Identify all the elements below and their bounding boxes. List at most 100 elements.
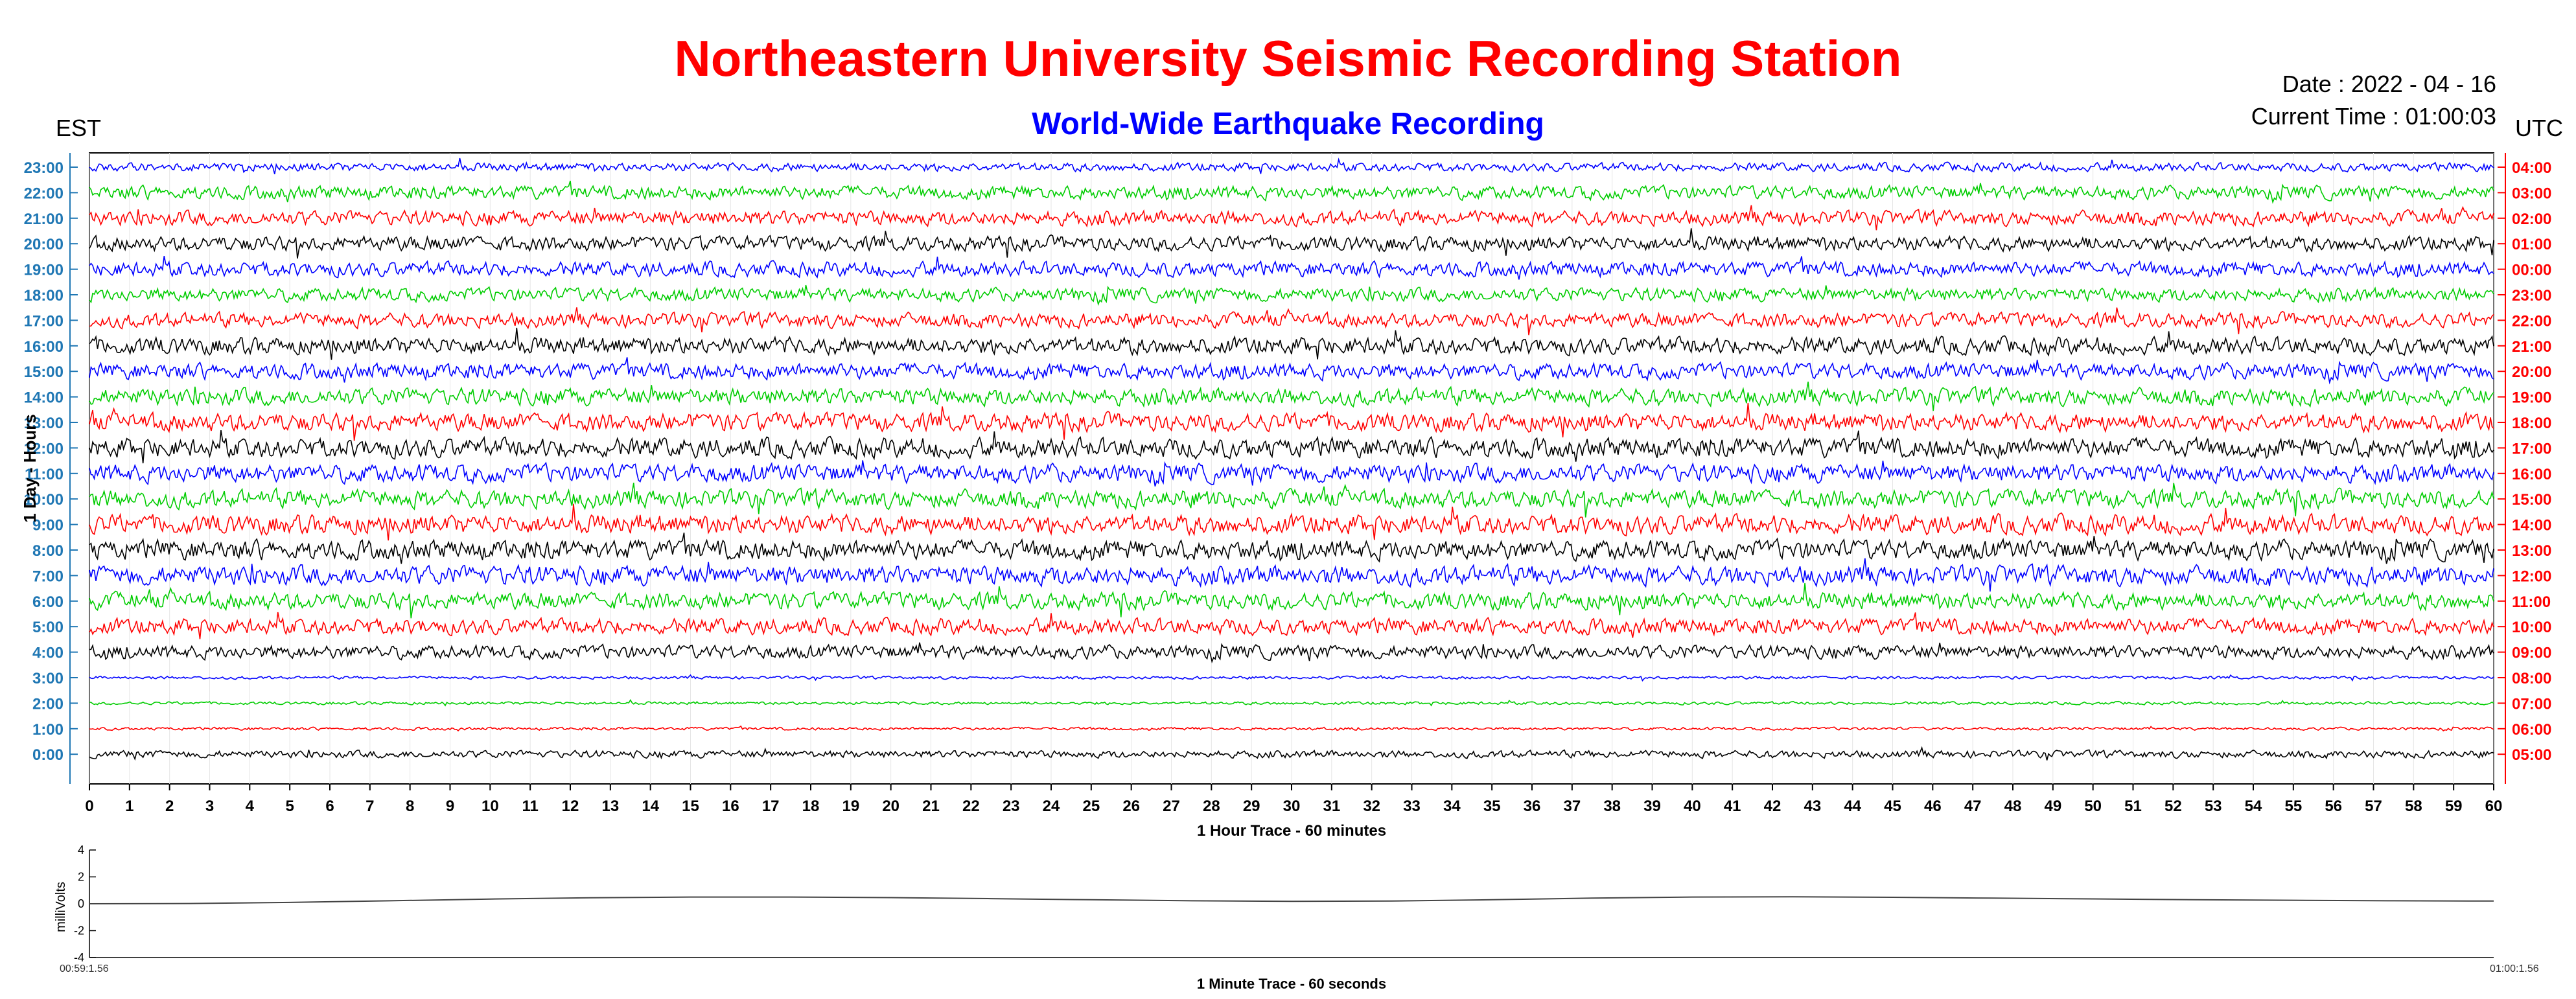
trace-hour-row — [89, 460, 2494, 487]
trace-hour-row — [89, 558, 2494, 592]
trace-hour-row — [89, 382, 2494, 411]
est-tick-label: 1:00 — [32, 721, 64, 739]
minute-trace-x-label: 1 Minute Trace - 60 seconds — [1197, 976, 1386, 992]
x-tick-label: 33 — [1403, 798, 1421, 815]
helicorder-x-axis: 0 1 2 3 4 5 6 7 8 9 10 11 12 13 14 15 16 17 18 19 20 21 22 23 24… — [85, 784, 2502, 815]
utc-tick-label: 21:00 — [2512, 338, 2551, 356]
est-tick-label: 0:00 — [32, 746, 64, 764]
x-tick-label: 52 — [2164, 798, 2182, 815]
est-tick-label: 5:00 — [32, 619, 64, 636]
trace-hour-row — [89, 180, 2494, 204]
x-tick-label: 49 — [2044, 798, 2061, 815]
trace-hour-row — [89, 746, 2494, 761]
x-tick-label: 10 — [482, 798, 499, 815]
est-tick-label: 8:00 — [32, 542, 64, 560]
utc-tick-label: 16:00 — [2512, 466, 2551, 483]
est-hour-axis: 23:00 22:00 21:00 20:00 19:00 18:00 17:00 16:00… — [24, 153, 78, 784]
utc-tick-label: 13:00 — [2512, 542, 2551, 560]
x-tick-label: 6 — [325, 798, 334, 815]
utc-tick-label: 23:00 — [2512, 287, 2551, 304]
x-tick-label: 2 — [165, 798, 174, 815]
utc-tick-label: 10:00 — [2512, 619, 2551, 636]
x-tick-label: 41 — [1724, 798, 1741, 815]
trace-hour-row — [89, 327, 2494, 360]
est-tick-label: 7:00 — [32, 568, 64, 585]
trace-hour-row — [89, 357, 2494, 385]
trace-hour-row — [89, 157, 2494, 174]
trace-hour-row — [89, 307, 2494, 336]
est-tick-label: 22:00 — [24, 185, 64, 202]
x-tick-label: 3 — [205, 798, 214, 815]
x-tick-label: 20 — [882, 798, 899, 815]
x-tick-label: 15 — [682, 798, 699, 815]
trace-hour-row — [89, 503, 2494, 541]
minute-trace-y-label: milliVolts — [54, 882, 68, 932]
x-tick-label: 16 — [722, 798, 739, 815]
x-tick-label: 0 — [85, 798, 93, 815]
chart-subtitle: World-Wide Earthquake Recording — [1032, 107, 1544, 141]
utc-tick-label: 01:00 — [2512, 236, 2551, 253]
utc-tick-label: 22:00 — [2512, 312, 2551, 330]
x-tick-label: 56 — [2325, 798, 2342, 815]
x-tick-label: 13 — [601, 798, 619, 815]
trace-hour-row — [89, 533, 2494, 564]
utc-tick-label: 04:00 — [2512, 159, 2551, 177]
minute-trace-chart: 4 2 0 -2 -4 milliVolts 00:59:1.56 01:00:1.56… — [54, 844, 2539, 992]
est-tick-label: 23:00 — [24, 159, 64, 177]
x-tick-label: 34 — [1443, 798, 1461, 815]
utc-zone-label: UTC — [2515, 115, 2563, 141]
x-tick-label: 43 — [1804, 798, 1821, 815]
x-tick-label: 24 — [1043, 798, 1060, 815]
x-tick-label: 47 — [1964, 798, 1982, 815]
trace-hour-row — [89, 725, 2494, 732]
est-tick-label: 20:00 — [24, 236, 64, 253]
trace-hour-row — [89, 403, 2494, 441]
trace-hour-row — [89, 483, 2494, 518]
utc-tick-label: 19:00 — [2512, 389, 2551, 407]
utc-tick-label: 02:00 — [2512, 211, 2551, 228]
est-tick-label: 19:00 — [24, 262, 64, 279]
minute-y-tick-label: 4 — [78, 844, 84, 856]
x-tick-label: 57 — [2365, 798, 2382, 815]
x-tick-label: 21 — [922, 798, 940, 815]
est-tick-label: 17:00 — [24, 312, 64, 330]
trace-hour-row — [89, 284, 2494, 306]
minute-y-tick-label: -2 — [74, 924, 84, 937]
utc-tick-label: 07:00 — [2512, 695, 2551, 713]
est-tick-label: 4:00 — [32, 645, 64, 662]
utc-tick-label: 09:00 — [2512, 645, 2551, 662]
est-tick-label: 18:00 — [24, 287, 64, 304]
x-tick-label: 26 — [1122, 798, 1140, 815]
est-tick-label: 13:00 — [24, 415, 64, 432]
x-tick-label: 42 — [1764, 798, 1781, 815]
x-tick-label: 9 — [446, 798, 454, 815]
x-tick-label: 22 — [962, 798, 980, 815]
helicorder-x-axis-label: 1 Hour Trace - 60 minutes — [1197, 822, 1386, 840]
x-tick-label: 38 — [1603, 798, 1621, 815]
minute-y-tick-label: 0 — [78, 897, 84, 910]
x-tick-label: 14 — [642, 798, 659, 815]
x-tick-label: 18 — [802, 798, 820, 815]
minute-trace-end-time: 01:00:1.56 — [2490, 963, 2539, 974]
x-tick-label: 8 — [406, 798, 414, 815]
trace-hour-row — [89, 228, 2494, 259]
trace-hour-row — [89, 612, 2494, 639]
x-tick-label: 31 — [1323, 798, 1340, 815]
minute-y-tick-label: 2 — [78, 871, 84, 884]
est-tick-label: 14:00 — [24, 389, 64, 407]
x-tick-label: 29 — [1243, 798, 1260, 815]
utc-tick-label: 18:00 — [2512, 415, 2551, 432]
x-tick-label: 5 — [285, 798, 294, 815]
x-tick-label: 59 — [2445, 798, 2463, 815]
x-tick-label: 35 — [1483, 798, 1501, 815]
x-tick-label: 4 — [246, 798, 255, 815]
utc-tick-label: 00:00 — [2512, 262, 2551, 279]
current-time-readout: Current Time : 01:00:03 — [2251, 103, 2496, 130]
est-tick-label: 12:00 — [24, 440, 64, 457]
utc-hour-axis: 04:00 03:00 02:00 01:00 00:00 23:00 22:00 21:00… — [2498, 153, 2551, 784]
helicorder-traces — [89, 157, 2494, 761]
minute-trace-start-time: 00:59:1.56 — [60, 963, 109, 974]
x-tick-label: 23 — [1003, 798, 1020, 815]
trace-hour-row — [89, 430, 2494, 464]
helicorder-y-axis-label: 1 Day - Hours — [20, 414, 40, 523]
